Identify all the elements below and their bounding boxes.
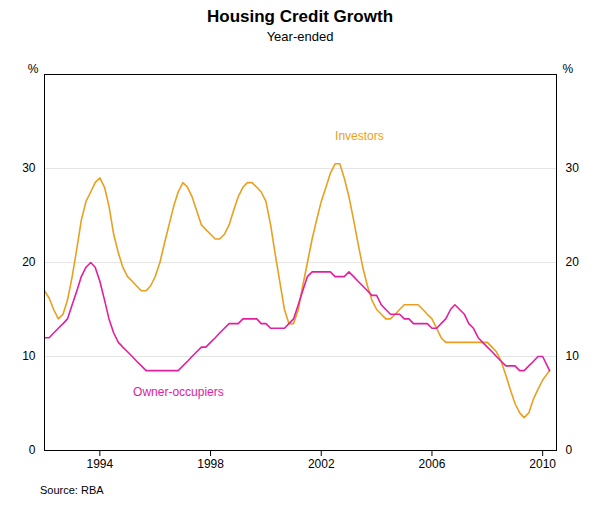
svg-text:Investors: Investors bbox=[335, 129, 384, 143]
svg-text:Owner-occupiers: Owner-occupiers bbox=[133, 385, 224, 399]
svg-text:2010: 2010 bbox=[529, 457, 556, 471]
svg-text:30: 30 bbox=[566, 161, 580, 175]
svg-text:10: 10 bbox=[566, 349, 580, 363]
svg-text:10: 10 bbox=[22, 349, 36, 363]
svg-text:0: 0 bbox=[29, 443, 36, 457]
svg-text:%: % bbox=[28, 62, 39, 76]
html-text:Year-ended: Year-ended bbox=[266, 29, 334, 44]
svg-text:2006: 2006 bbox=[419, 457, 446, 471]
html-text:Housing Credit Growth: Housing Credit Growth bbox=[207, 7, 393, 26]
svg-text:0: 0 bbox=[566, 443, 573, 457]
svg-text:20: 20 bbox=[566, 255, 580, 269]
svg-text:20: 20 bbox=[22, 255, 36, 269]
svg-text:%: % bbox=[563, 62, 574, 76]
svg-text:2002: 2002 bbox=[308, 457, 335, 471]
svg-text:1998: 1998 bbox=[197, 457, 224, 471]
svg-text:1994: 1994 bbox=[86, 457, 113, 471]
html-text:Source: RBA: Source: RBA bbox=[40, 484, 104, 496]
svg-text:30: 30 bbox=[22, 161, 36, 175]
